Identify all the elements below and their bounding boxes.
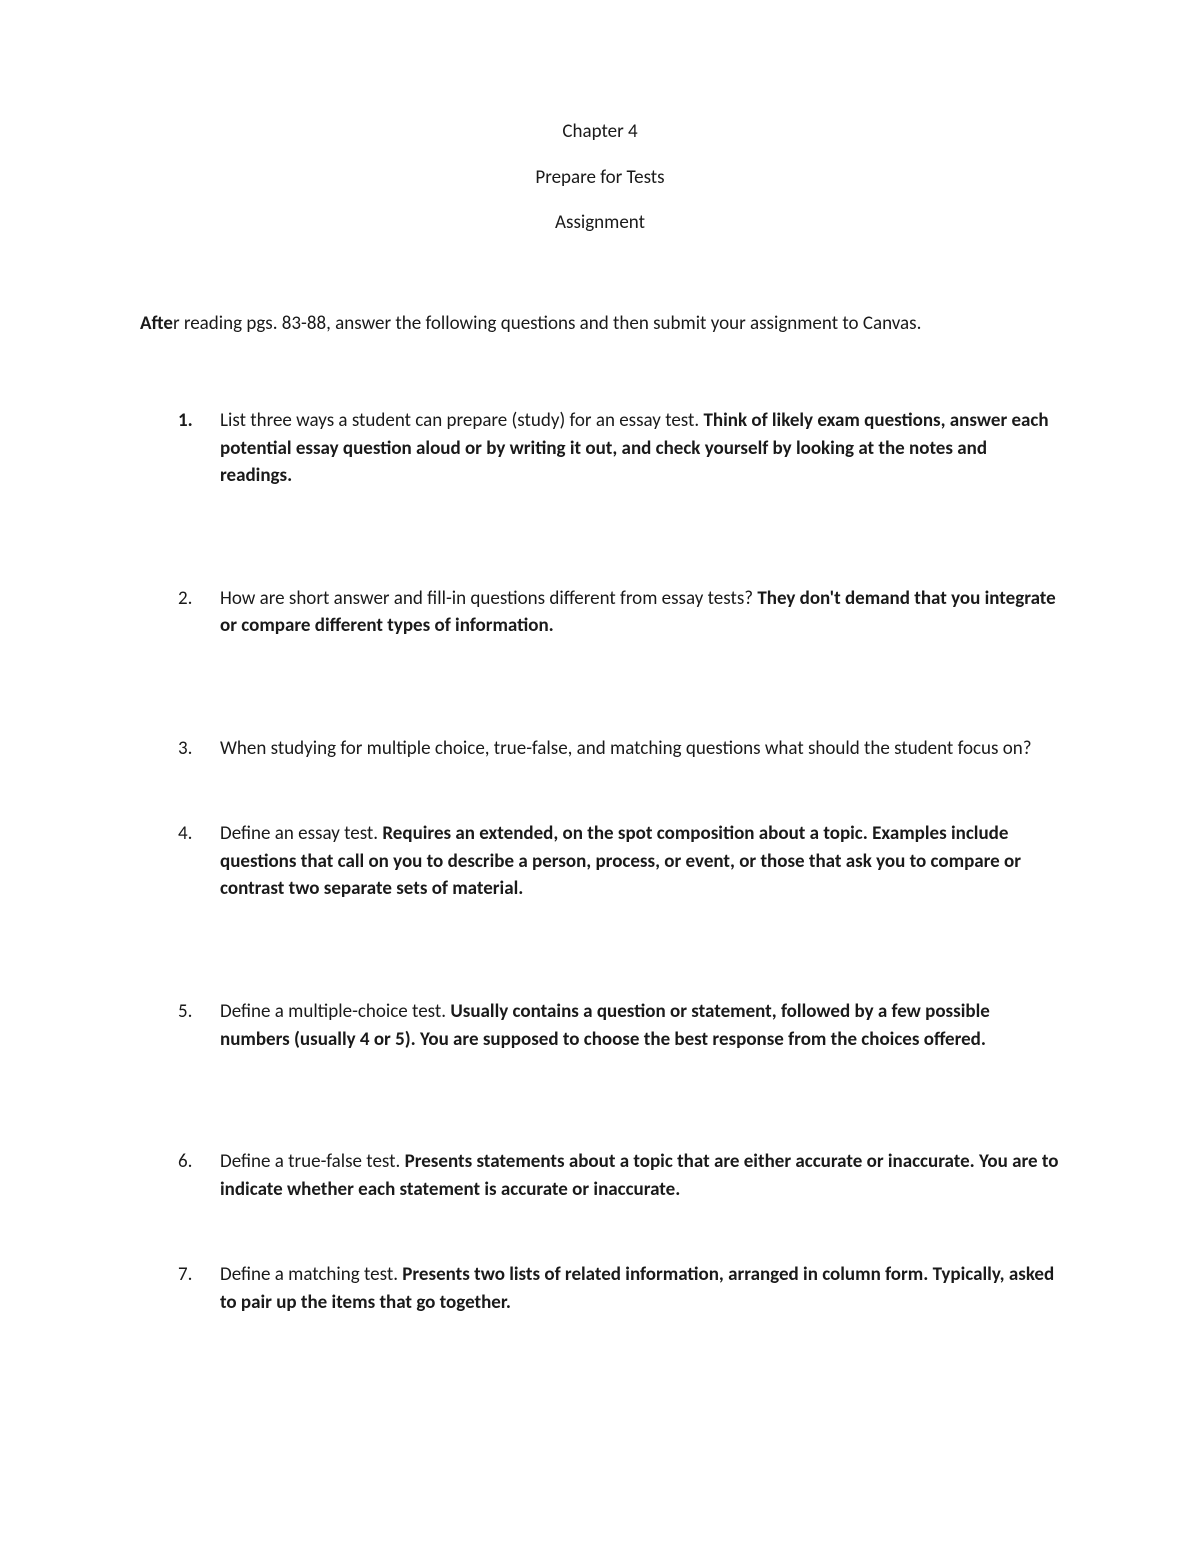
intro-lead: Afte (140, 312, 173, 335)
question-item: 1. List three ways a student can prepare… (178, 407, 1060, 490)
question-text: Define an essay test. (220, 822, 382, 845)
header-title: Prepare for Tests (140, 164, 1060, 193)
question-text: List three ways a student can prepare (s… (220, 409, 703, 432)
question-number: 6. (178, 1148, 192, 1176)
question-list: 1. List three ways a student can prepare… (178, 407, 1060, 1316)
question-number: 7. (178, 1261, 192, 1289)
question-text: When studying for multiple choice, true-… (220, 737, 1032, 760)
question-item: 5. Define a multiple-choice test. Usuall… (178, 998, 1060, 1053)
question-text: Define a true-false test. (220, 1150, 405, 1173)
question-item: 7. Define a matching test. Presents two … (178, 1261, 1060, 1316)
question-text: How are short answer and fill-in questio… (220, 587, 757, 610)
question-item: 3. When studying for multiple choice, tr… (178, 735, 1060, 763)
question-item: 2. How are short answer and fill-in ques… (178, 585, 1060, 640)
document-page: Chapter 4 Prepare for Tests Assignment A… (0, 0, 1200, 1396)
question-text: Define a multiple-choice test. (220, 1000, 450, 1023)
intro-rest: r reading pgs. 83-88, answer the followi… (173, 312, 921, 335)
question-number: 4. (178, 820, 192, 848)
question-number: 5. (178, 998, 192, 1026)
question-number: 2. (178, 585, 192, 613)
document-header: Chapter 4 Prepare for Tests Assignment (140, 118, 1060, 238)
question-text: Define a matching test. (220, 1263, 402, 1286)
question-number: 1. (178, 407, 193, 435)
question-item: 4. Define an essay test. Requires an ext… (178, 820, 1060, 903)
intro-paragraph: After reading pgs. 83-88, answer the fol… (140, 310, 1060, 338)
header-subtitle: Assignment (140, 209, 1060, 238)
question-item: 6. Define a true-false test. Presents st… (178, 1148, 1060, 1203)
header-chapter: Chapter 4 (140, 118, 1060, 147)
question-number: 3. (178, 735, 192, 763)
